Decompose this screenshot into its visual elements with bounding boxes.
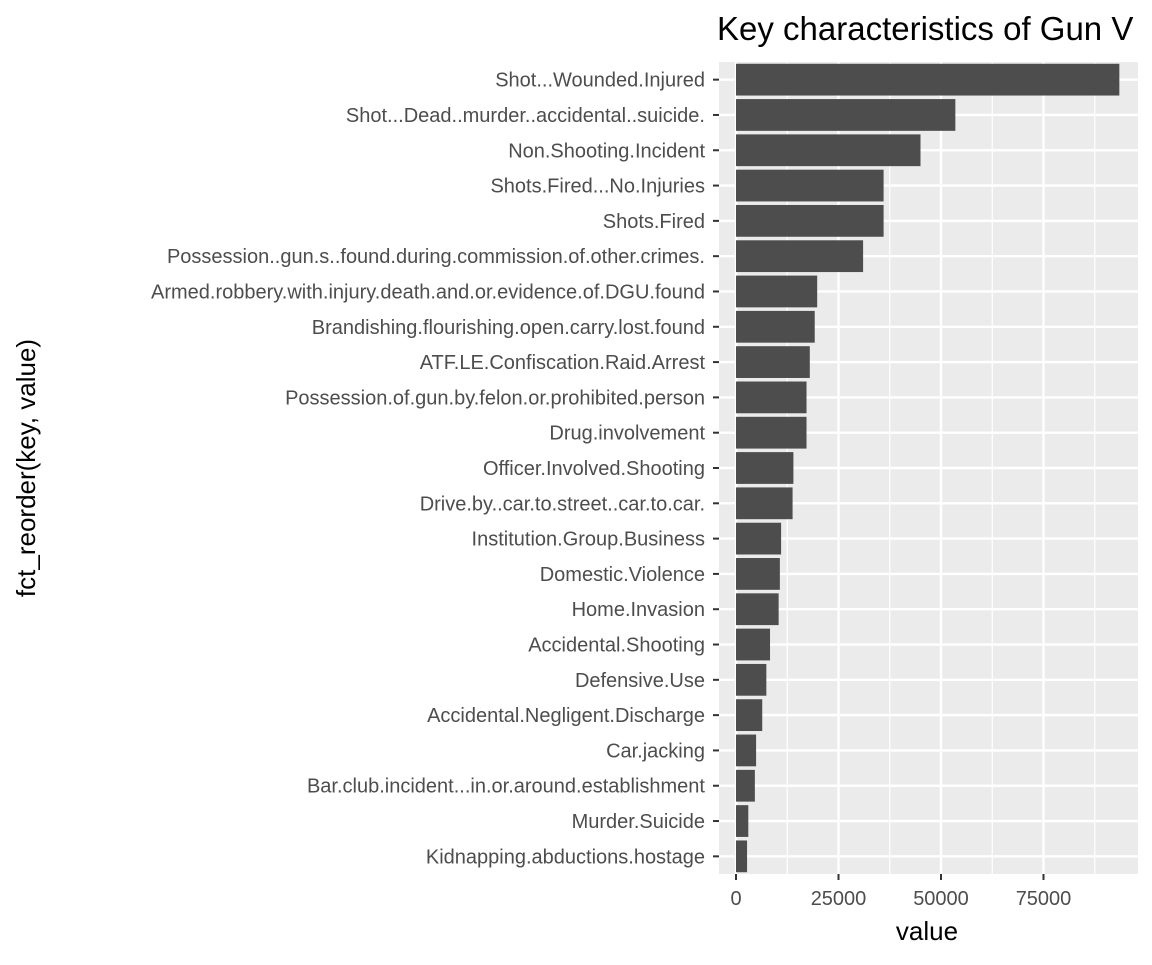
bar xyxy=(736,805,749,837)
bar xyxy=(736,134,921,167)
x-axis: 0 25000 50000 75000 xyxy=(730,874,1071,910)
bar xyxy=(736,346,810,378)
bar xyxy=(736,487,793,520)
bar xyxy=(736,522,782,555)
y-tick-label: Accidental.Shooting xyxy=(528,635,705,657)
y-tick-label: Kidnapping.abductions.hostage xyxy=(426,846,705,868)
y-tick-label: Drive.by..car.to.street..car.to.car. xyxy=(420,493,705,515)
y-tick-label: ATF.LE.Confiscation.Raid.Arrest xyxy=(420,352,706,374)
y-tick-label: Shot...Dead..murder..accidental..suicide… xyxy=(346,105,705,127)
y-tick-label: Shots.Fired xyxy=(603,211,705,233)
y-axis: Shot...Wounded.Injured Shot...Dead..murde… xyxy=(151,70,719,868)
y-tick-label: Domestic.Violence xyxy=(540,564,705,586)
bar xyxy=(736,310,815,343)
y-tick-label: Brandishing.flourishing.open.carry.lost.… xyxy=(312,317,705,339)
bar xyxy=(736,99,956,131)
bar xyxy=(736,63,1120,96)
bar xyxy=(736,699,763,732)
bar xyxy=(736,275,818,308)
y-tick-label: Drug.involvement xyxy=(549,423,705,445)
y-tick-label: Shot...Wounded.Injured xyxy=(495,70,705,92)
y-tick-label: Possession.of.gun.by.felon.or.prohibited… xyxy=(285,387,705,409)
y-tick-label: Non.Shooting.Incident xyxy=(508,140,705,162)
bar xyxy=(736,169,884,202)
y-tick-label: Shots.Fired...No.Injuries xyxy=(490,176,705,198)
y-tick-label: Armed.robbery.with.injury.death.and.or.e… xyxy=(151,281,705,303)
y-tick-label: Car.jacking xyxy=(606,740,705,762)
y-tick-label: Officer.Involved.Shooting xyxy=(483,458,705,480)
bar xyxy=(736,593,779,626)
bar xyxy=(736,204,884,237)
y-axis-title: fct_reorder(key, value) xyxy=(11,339,41,597)
y-tick-label: Murder.Suicide xyxy=(572,811,705,833)
bar xyxy=(736,734,757,767)
y-tick-label: Home.Invasion xyxy=(572,599,705,621)
x-tick-label: 75000 xyxy=(1016,888,1072,910)
y-tick-label: Bar.club.incident...in.or.around.establi… xyxy=(307,776,705,798)
x-tick-label: 0 xyxy=(730,888,741,910)
bar xyxy=(736,769,755,802)
x-axis-title: value xyxy=(896,916,958,946)
bars-layer xyxy=(736,63,1120,873)
bar xyxy=(736,663,767,696)
x-tick-label: 50000 xyxy=(913,888,969,910)
y-tick-label: Defensive.Use xyxy=(575,670,705,692)
bar xyxy=(736,452,794,484)
y-tick-label: Accidental.Negligent.Discharge xyxy=(427,705,705,727)
bar xyxy=(736,381,807,414)
chart-title: Key characteristics of Gun V xyxy=(717,10,1133,47)
y-tick-label: Possession..gun.s..found.during.commissi… xyxy=(167,246,705,268)
bar xyxy=(736,416,807,449)
bar xyxy=(736,628,771,661)
bar xyxy=(736,240,864,273)
bar xyxy=(736,840,748,873)
y-tick-label: Institution.Group.Business xyxy=(472,529,705,551)
x-tick-label: 25000 xyxy=(811,888,867,910)
bar xyxy=(736,558,780,590)
